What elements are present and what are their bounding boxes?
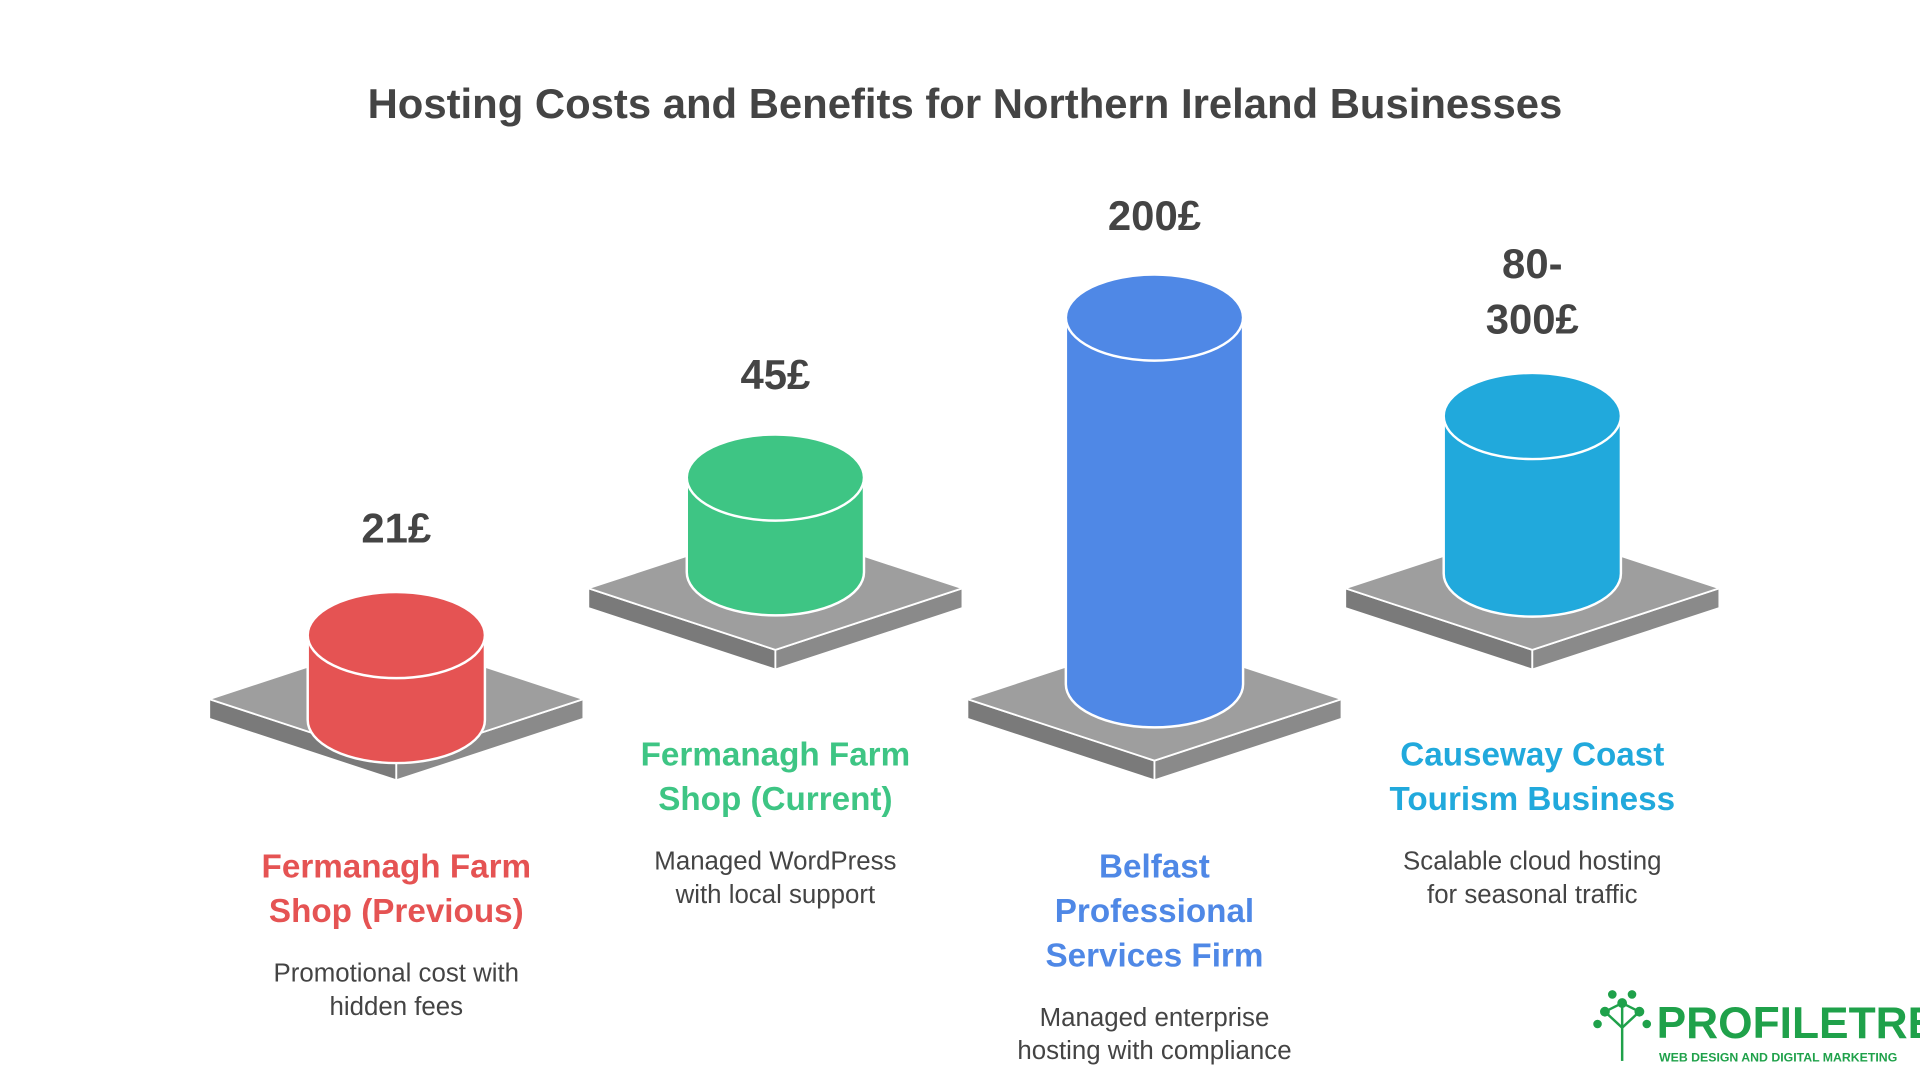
cylinder-top (1064, 273, 1245, 362)
cylinder-top (1442, 371, 1623, 461)
value-label: 200£ (1108, 192, 1201, 239)
item: 200£ Belfast Professional Services Firm Mana… (964, 192, 1345, 1065)
item-description: Managed enterprise (1040, 1004, 1270, 1032)
item-name: Fermanagh Farm (262, 849, 532, 886)
item: 80- 300£ Causeway Coast Tourism Business Sca… (1342, 240, 1723, 909)
item-name: Fermanagh Farm (641, 737, 911, 774)
item-description: with local support (675, 881, 876, 909)
value-label: 80- (1502, 240, 1562, 287)
item-description: for seasonal traffic (1427, 881, 1638, 909)
cylinder-top (685, 433, 866, 522)
item: 45£ Fermanagh Farm Shop (Current) Managed W… (585, 351, 966, 909)
logo-tagline: WEB DESIGN AND DIGITAL MARKETING (1659, 1051, 1897, 1065)
item-description: hidden fees (330, 993, 464, 1021)
item-name: Services Firm (1046, 937, 1264, 974)
logo-name: PROFILETREE (1657, 999, 1920, 1048)
value-label: 300£ (1486, 296, 1579, 343)
item-name: Belfast (1099, 849, 1210, 886)
item-name: Causeway Coast (1400, 737, 1664, 774)
cylinder-body (1064, 316, 1245, 729)
item-description: Scalable cloud hosting (1403, 848, 1661, 876)
title: Hosting Costs and Benefits for Northern … (368, 80, 1563, 127)
item-description: Promotional cost with (274, 960, 519, 988)
item-description: Managed WordPress (654, 848, 896, 876)
item-name: Tourism Business (1390, 781, 1676, 818)
value-label: 45£ (740, 351, 810, 398)
cylinder-body (1442, 414, 1623, 618)
item-name: Shop (Current) (658, 781, 892, 818)
cylinder-top (306, 590, 487, 680)
item-description: hosting with compliance (1017, 1037, 1291, 1065)
item: 21£ Fermanagh Farm Shop (Previous) Promotio… (206, 505, 587, 1021)
item-name: Shop (Previous) (269, 893, 524, 930)
item-name: Professional (1055, 893, 1254, 930)
value-label: 21£ (361, 505, 431, 552)
logo-icon (1593, 990, 1652, 1061)
